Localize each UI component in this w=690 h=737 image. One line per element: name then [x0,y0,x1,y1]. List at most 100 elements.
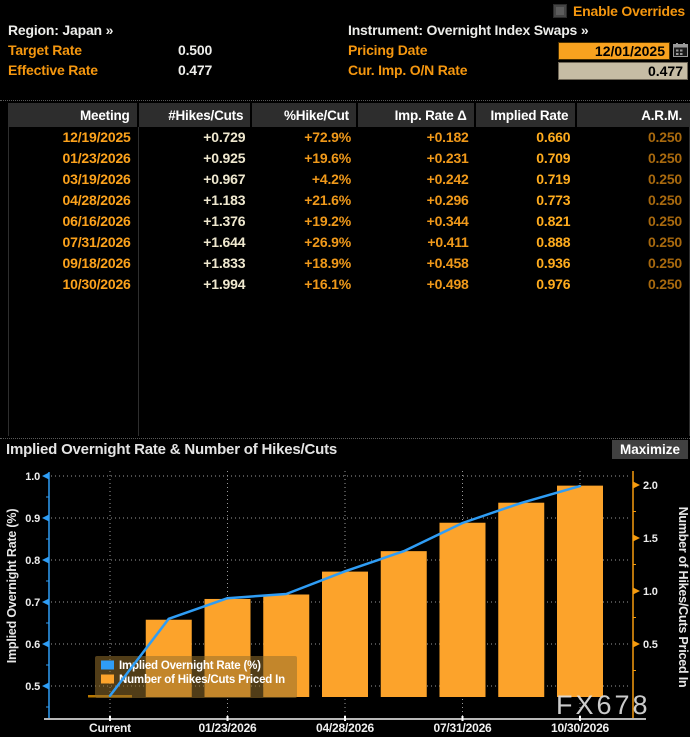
right-tick-label: 0.5 [643,639,658,651]
right-tick-label: 1.0 [643,586,658,598]
right-axis-tick [633,640,640,648]
instrument-value[interactable]: Overnight Index Swaps » [426,22,589,38]
table-cell: +26.9% [304,234,351,250]
col-header-arm: A.R.M. [577,103,689,127]
pricing-date-input[interactable] [558,42,670,60]
cur-imp-on-rate-input[interactable] [558,62,688,80]
table-cell: 0.250 [647,192,683,208]
left-tick-label: 0.9 [25,513,40,525]
col-header-imp-rate-delta: Imp. Rate Δ [357,103,476,127]
table-row[interactable]: 03/19/2026 +0.967 +4.2% +0.242 0.719 0.250 [9,169,689,190]
legend-label-line: Implied Overnight Rate (%) [119,660,261,672]
legend-label-bar: Number of Hikes/Cuts Priced In [119,674,285,686]
x-axis-tick [579,716,581,721]
enable-overrides-checkbox[interactable] [553,4,568,18]
bar [322,571,368,697]
legend-swatch-line [101,660,114,670]
left-axis-title: Implied Overnight Rate (%) [5,509,19,664]
x-axis-tick [109,716,111,721]
bar [439,522,486,697]
table-cell: +1.376 [203,213,246,229]
chart-title: Implied Overnight Rate & Number of Hikes… [6,441,338,458]
table-cell: 0.821 [536,213,571,229]
region-selector[interactable]: Region: Japan » [8,22,338,42]
table-cell: 07/31/2026 [9,232,139,253]
chart-section: Implied Overnight Rate & Number of Hikes… [0,438,690,736]
table-cell: +19.6% [304,150,351,166]
target-rate-value: 0.500 [178,42,213,58]
calendar-icon [673,43,688,57]
table-cell: +19.2% [304,213,351,229]
table-cell: 10/30/2026 [9,274,139,295]
x-axis-tick [461,716,464,721]
table-cell: +0.498 [426,276,469,292]
col-header-implied-rate: Implied Rate [475,103,578,127]
table-cell: 0.888 [536,234,571,250]
maximize-button[interactable]: Maximize [611,440,688,459]
table-cell: +72.9% [304,129,351,145]
table-cell: 0.936 [536,255,571,271]
table-cell: 03/19/2026 [9,169,139,190]
right-axis-tick [633,534,640,542]
table-row[interactable]: 10/30/2026 +1.994 +16.1% +0.498 0.976 0.250 [9,274,689,295]
left-axis-tick [42,472,49,480]
table-cell: +0.411 [427,234,469,250]
right-axis-tick [633,481,640,489]
left-tick-label: 0.7 [25,597,40,609]
bar [557,485,603,697]
enable-overrides-label: Enable Overrides [573,3,685,19]
region-value[interactable]: Japan » [62,22,114,38]
table-row[interactable]: 12/19/2025 +0.729 +72.9% +0.182 0.660 0.250 [9,127,689,148]
table-cell: +16.1% [304,276,351,292]
left-tick-label: 0.5 [25,681,40,693]
left-axis-tick [42,514,49,522]
col-header-pct-hike-cut: %Hike/Cut [252,103,358,127]
enable-overrides[interactable]: Enable Overrides [553,3,685,19]
left-tick-label: 0.6 [25,639,40,651]
rate-hikes-chart: Implied Overnight Rate (%) Number of Hike… [5,471,690,735]
table-row[interactable]: 07/31/2026 +1.644 +26.9% +0.411 0.888 0.250 [9,232,689,253]
table-cell: 04/28/2026 [9,190,139,211]
table-cell: 0.660 [536,129,571,145]
col-header-hikes-cuts: #Hikes/Cuts [138,103,253,127]
table-row[interactable]: 04/28/2026 +1.183 +21.6% +0.296 0.773 0.250 [9,190,689,211]
left-axis-tick [42,598,49,606]
table-row[interactable]: 01/23/2026 +0.925 +19.6% +0.231 0.709 0.250 [9,148,689,169]
table-cell: 0.250 [647,276,683,292]
table-cell: 0.250 [647,171,683,187]
right-tick-label: 1.5 [643,533,658,545]
x-tick-label: 01/23/2026 [198,721,257,735]
table-row[interactable]: 09/18/2026 +1.833 +18.9% +0.458 0.936 0.250 [9,253,689,274]
table-header-row: Meeting #Hikes/Cuts %Hike/Cut Imp. Rate … [9,103,689,127]
instrument-selector[interactable]: Instrument: Overnight Index Swaps » [348,22,688,42]
effective-rate-label: Effective Rate [8,62,98,78]
target-rate-label: Target Rate [8,42,82,58]
table-cell: +0.182 [426,129,469,145]
table-cell: +1.994 [203,276,246,292]
table-cell: +1.833 [203,255,246,271]
effective-rate-value: 0.477 [178,62,213,78]
region-label: Region: [8,22,59,38]
table-cell: 0.250 [647,234,683,250]
table-cell: 0.250 [647,129,683,145]
table-cell: +0.242 [426,171,469,187]
x-tick-label: 04/28/2026 [316,721,375,735]
table-cell: 0.719 [536,171,571,187]
table-row[interactable]: 06/16/2026 +1.376 +19.2% +0.344 0.821 0.250 [9,211,689,232]
header-right: Instrument: Overnight Index Swaps » Pric… [348,22,688,82]
table-blank-area [9,295,689,436]
legend-swatch-bar [101,674,114,684]
meetings-table-section: Meeting #Hikes/Cuts %Hike/Cut Imp. Rate … [0,100,690,438]
left-axis-tick [42,640,49,648]
pricing-date-label: Pricing Date [348,42,428,58]
left-tick-label: 0.8 [25,555,40,567]
table-cell: +0.967 [203,171,246,187]
calendar-button[interactable] [672,43,689,59]
instrument-label: Instrument: [348,22,423,38]
left-axis-tick [42,556,49,564]
right-axis-tick [633,587,640,595]
table-cell: +4.2% [311,171,351,187]
table-cell: +1.183 [203,192,246,208]
col-header-meeting: Meeting [9,103,139,127]
